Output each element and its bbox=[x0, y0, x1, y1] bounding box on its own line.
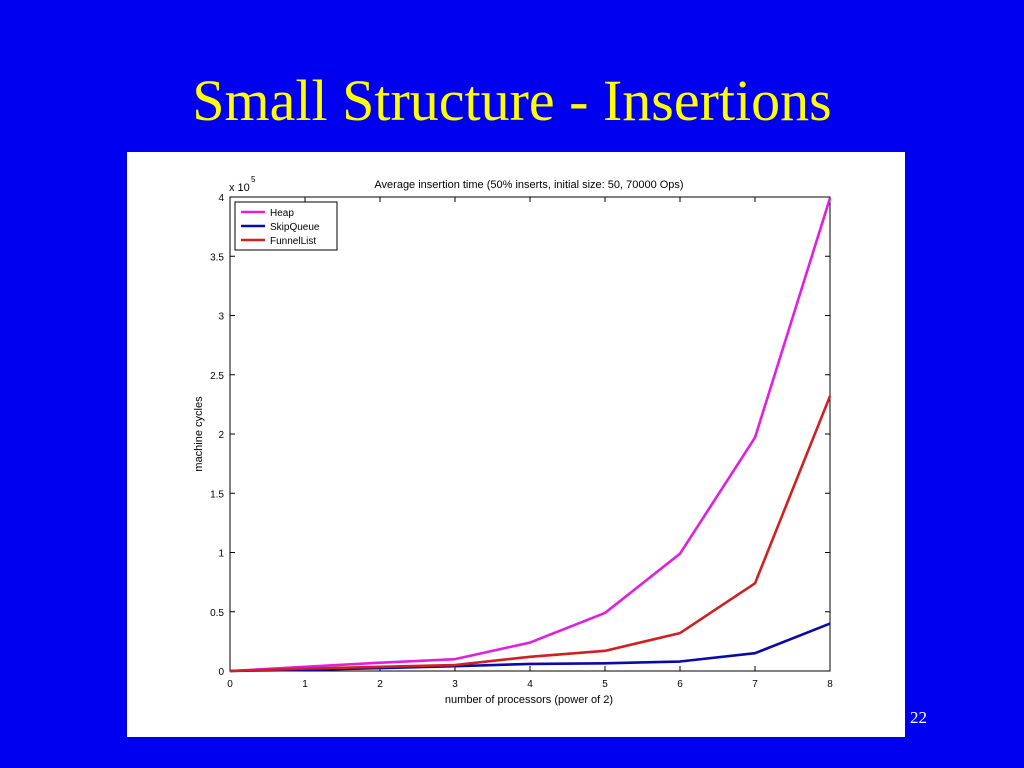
y-tick-label: 1.5 bbox=[210, 489, 224, 500]
axes: 0 1 2 3 4 5 6 7 8 0 0.5 1 1.5 2 2.5 3 3.5 4 bbox=[210, 193, 833, 690]
y-tick-label: 3 bbox=[218, 312, 224, 323]
series-line-skipqueue bbox=[229, 622, 831, 673]
y-exponent-power: 5 bbox=[251, 175, 256, 184]
x-tick-label: 2 bbox=[377, 679, 383, 690]
chart-svg: Average insertion time (50% inserts, ini… bbox=[193, 175, 833, 706]
x-tick-label: 5 bbox=[602, 679, 608, 690]
plot-lines bbox=[229, 197, 832, 673]
x-tick-label: 7 bbox=[752, 679, 758, 690]
chart-figure: Average insertion time (50% inserts, ini… bbox=[127, 152, 905, 737]
x-tick-label: 4 bbox=[527, 679, 533, 690]
y-tick-label: 3.5 bbox=[210, 252, 224, 263]
x-axis-label: number of processors (power of 2) bbox=[445, 694, 613, 706]
x-tick-label: 8 bbox=[827, 679, 833, 690]
legend: Heap SkipQueue FunnelList bbox=[234, 201, 338, 251]
legend-label: Heap bbox=[270, 208, 294, 219]
y-tick-label: 2 bbox=[218, 430, 224, 441]
y-tick-label: 1 bbox=[218, 549, 224, 560]
chart-title: Average insertion time (50% inserts, ini… bbox=[374, 179, 683, 191]
y-tick-label: 0 bbox=[218, 667, 224, 678]
y-tick-label: 4 bbox=[218, 193, 224, 204]
x-tick-label: 1 bbox=[302, 679, 308, 690]
x-tick-label: 6 bbox=[677, 679, 683, 690]
x-tick-label: 3 bbox=[452, 679, 458, 690]
series-line-heap bbox=[229, 197, 832, 673]
slide-title: Small Structure - Insertions bbox=[192, 68, 832, 133]
slide-number: 22 bbox=[910, 708, 927, 727]
x-tick-label: 0 bbox=[227, 679, 233, 690]
y-axis-label: machine cycles bbox=[193, 396, 205, 472]
legend-label: SkipQueue bbox=[270, 222, 320, 233]
legend-label: FunnelList bbox=[270, 236, 316, 247]
y-tick-label: 0.5 bbox=[210, 608, 224, 619]
series-line-funnellist bbox=[229, 395, 832, 673]
y-exponent-label: x 10 bbox=[229, 182, 250, 194]
y-tick-label: 2.5 bbox=[210, 371, 224, 382]
plot-frame bbox=[229, 196, 831, 672]
